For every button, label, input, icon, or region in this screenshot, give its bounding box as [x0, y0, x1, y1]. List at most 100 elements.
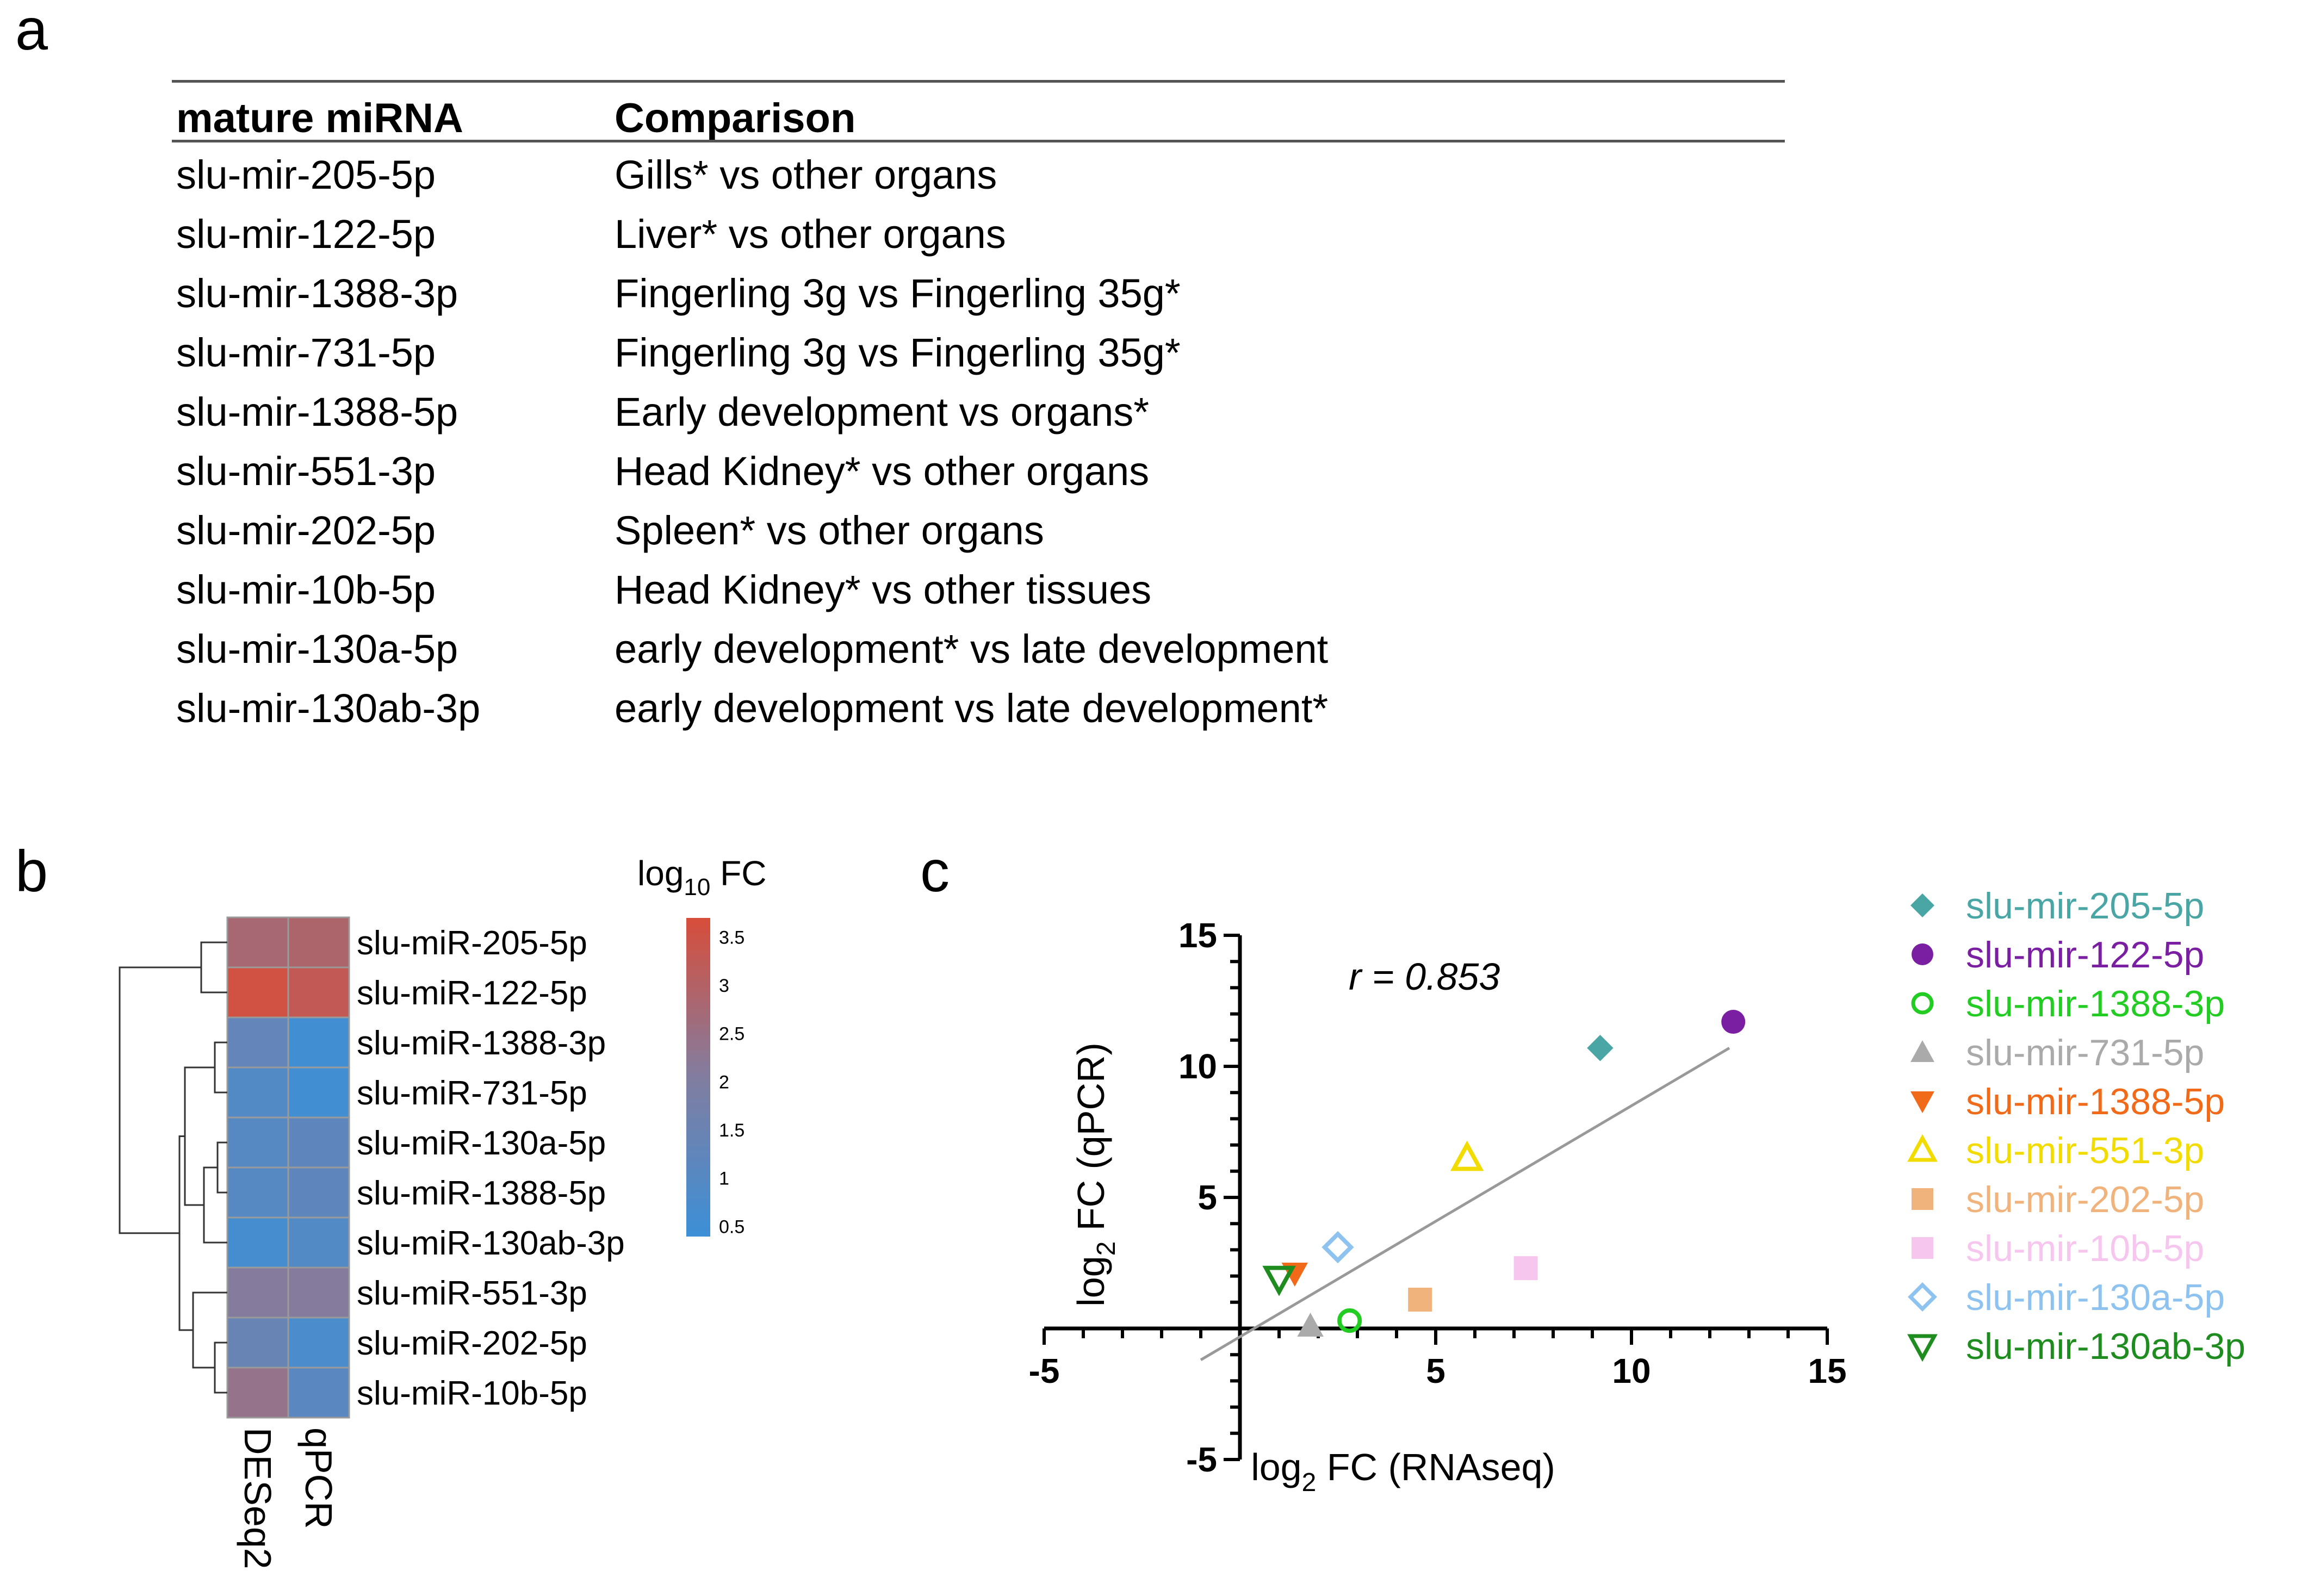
- colorbar-segment: [686, 1119, 710, 1126]
- legend-label: slu-mir-731-5p: [1966, 1032, 2204, 1073]
- x-tick-label: -5: [1029, 1351, 1060, 1390]
- table-header-rule: [172, 140, 1785, 142]
- colorbar-segment: [686, 928, 710, 935]
- table-cell-mirna: slu-mir-122-5p: [176, 212, 436, 257]
- legend-marker: [1911, 992, 1934, 1015]
- heatmap-dendrogram: [119, 941, 227, 1394]
- dendrogram-branch: [192, 1291, 227, 1369]
- heatmap-row-label: slu-miR-551-3p: [357, 1275, 587, 1312]
- colorbar-segment: [686, 923, 710, 929]
- table-cell-comparison: Liver* vs other organs: [615, 212, 1006, 257]
- panel-label-a: a: [15, 0, 48, 62]
- colorbar-segment: [686, 992, 710, 998]
- colorbar-segment: [686, 1088, 710, 1094]
- legend-label: slu-mir-130a-5p: [1966, 1277, 2225, 1318]
- panel-label-c: c: [920, 838, 950, 904]
- scatter-point: [1262, 1265, 1296, 1296]
- colorbar-segment: [686, 949, 710, 956]
- colorbar-segment: [686, 1071, 710, 1078]
- y-tick-label: 5: [1198, 1178, 1217, 1217]
- dendrogram-branch: [178, 1135, 193, 1331]
- colorbar-title-base: log: [637, 854, 684, 893]
- heatmap-row-label: slu-miR-122-5p: [357, 974, 587, 1012]
- x-tick-label: 10: [1612, 1351, 1651, 1390]
- x-axis-title-base: log: [1251, 1446, 1301, 1488]
- legend-marker: [1910, 893, 1934, 917]
- colorbar-segment: [686, 1188, 710, 1194]
- heatmap-cell: [226, 1316, 289, 1369]
- colorbar-segment: [686, 1019, 710, 1024]
- scatter-point: [1321, 1231, 1354, 1264]
- colorbar-segment: [686, 918, 710, 924]
- heatmap-cell: [226, 1016, 289, 1069]
- heatmap-column-label: DESeq2: [237, 1427, 279, 1569]
- colorbar-tick-label: 1.5: [719, 1120, 744, 1141]
- colorbar-segment: [686, 1013, 710, 1020]
- table-header-mirna: mature miRNA: [176, 95, 463, 141]
- table-cell-mirna: slu-mir-130ab-3p: [176, 686, 481, 731]
- heatmap-cell: [226, 916, 289, 968]
- legend-label: slu-mir-205-5p: [1966, 885, 2204, 927]
- colorbar-segment: [686, 1040, 710, 1046]
- colorbar-segment: [686, 1225, 710, 1232]
- colorbar-segment: [686, 944, 710, 951]
- y-axis-title: log2 FC (qPCR): [1070, 1042, 1121, 1307]
- legend-label: slu-mir-202-5p: [1966, 1179, 2204, 1220]
- heatmap-cell: [287, 916, 350, 968]
- colorbar-segment: [686, 1082, 710, 1088]
- correlation-annotation: r = 0.853: [1349, 955, 1500, 998]
- heatmap-column-label: qPCR: [297, 1427, 340, 1529]
- colorbar-segment: [686, 1061, 710, 1067]
- colorbar-segment: [686, 1092, 710, 1099]
- scatter-point: [1408, 1287, 1432, 1312]
- legend-marker: [1912, 1188, 1933, 1210]
- colorbar-segment: [686, 1183, 710, 1189]
- colorbar-tick-label: 2: [719, 1072, 729, 1092]
- table-cell-comparison: Fingerling 3g vs Fingerling 35g*: [615, 271, 1181, 316]
- heatmap-cell: [287, 1066, 350, 1119]
- legend-marker: [1910, 1091, 1934, 1113]
- colorbar-segment: [686, 1034, 710, 1041]
- colorbar-segment: [686, 1162, 710, 1168]
- colorbar-tick-label: 1: [719, 1169, 729, 1189]
- legend-marker: [1908, 1282, 1937, 1312]
- heatmap-cell: [287, 1166, 350, 1219]
- heatmap-row-label: slu-miR-130ab-3p: [357, 1225, 625, 1262]
- colorbar-segment: [686, 1029, 710, 1035]
- colorbar-segment: [686, 960, 710, 966]
- heatmap-cell: [226, 1066, 289, 1119]
- x-axis-title-subscript: 2: [1302, 1468, 1317, 1497]
- scatter-point: [1513, 1256, 1538, 1281]
- heatmap-cell: [287, 1216, 350, 1269]
- y-axis-title-base: log: [1070, 1256, 1112, 1306]
- y-tick-label: 15: [1178, 916, 1217, 955]
- colorbar-segment: [686, 1167, 710, 1173]
- table-cell-mirna: slu-mir-205-5p: [176, 152, 436, 197]
- table-cell-mirna: slu-mir-202-5p: [176, 508, 436, 553]
- legend-label: slu-mir-130ab-3p: [1966, 1326, 2245, 1367]
- table-top-rule: [172, 80, 1785, 83]
- colorbar-segment: [686, 1003, 710, 1009]
- colorbar-segment: [686, 1066, 710, 1072]
- colorbar-segment: [686, 1098, 710, 1104]
- colorbar-title-rest: FC: [710, 854, 766, 893]
- heatmap-cell: [287, 1016, 350, 1069]
- colorbar-segment: [686, 934, 710, 940]
- colorbar-segment: [686, 1114, 710, 1120]
- x-tick-label: 5: [1426, 1351, 1445, 1390]
- colorbar-segment: [686, 1008, 710, 1014]
- colorbar-segment: [686, 1151, 710, 1157]
- colorbar-segment: [686, 965, 710, 972]
- dendrogram-branch: [216, 1141, 227, 1194]
- heatmap-cell: [287, 1266, 350, 1319]
- heatmap-row-label: slu-miR-10b-5p: [357, 1375, 587, 1412]
- colorbar-segment: [686, 971, 710, 977]
- colorbar-segment: [686, 976, 710, 982]
- colorbar-segment: [686, 1177, 710, 1184]
- heatmap-row-label: slu-miR-731-5p: [357, 1075, 587, 1112]
- heatmap-cell: [226, 1116, 289, 1169]
- dendrogram-branch: [200, 941, 227, 993]
- y-axis-title-rest: FC (qPCR): [1070, 1042, 1112, 1241]
- heatmap-chart: slu-miR-205-5p slu-miR-122-5p slu-miR-1388…: [119, 854, 766, 1569]
